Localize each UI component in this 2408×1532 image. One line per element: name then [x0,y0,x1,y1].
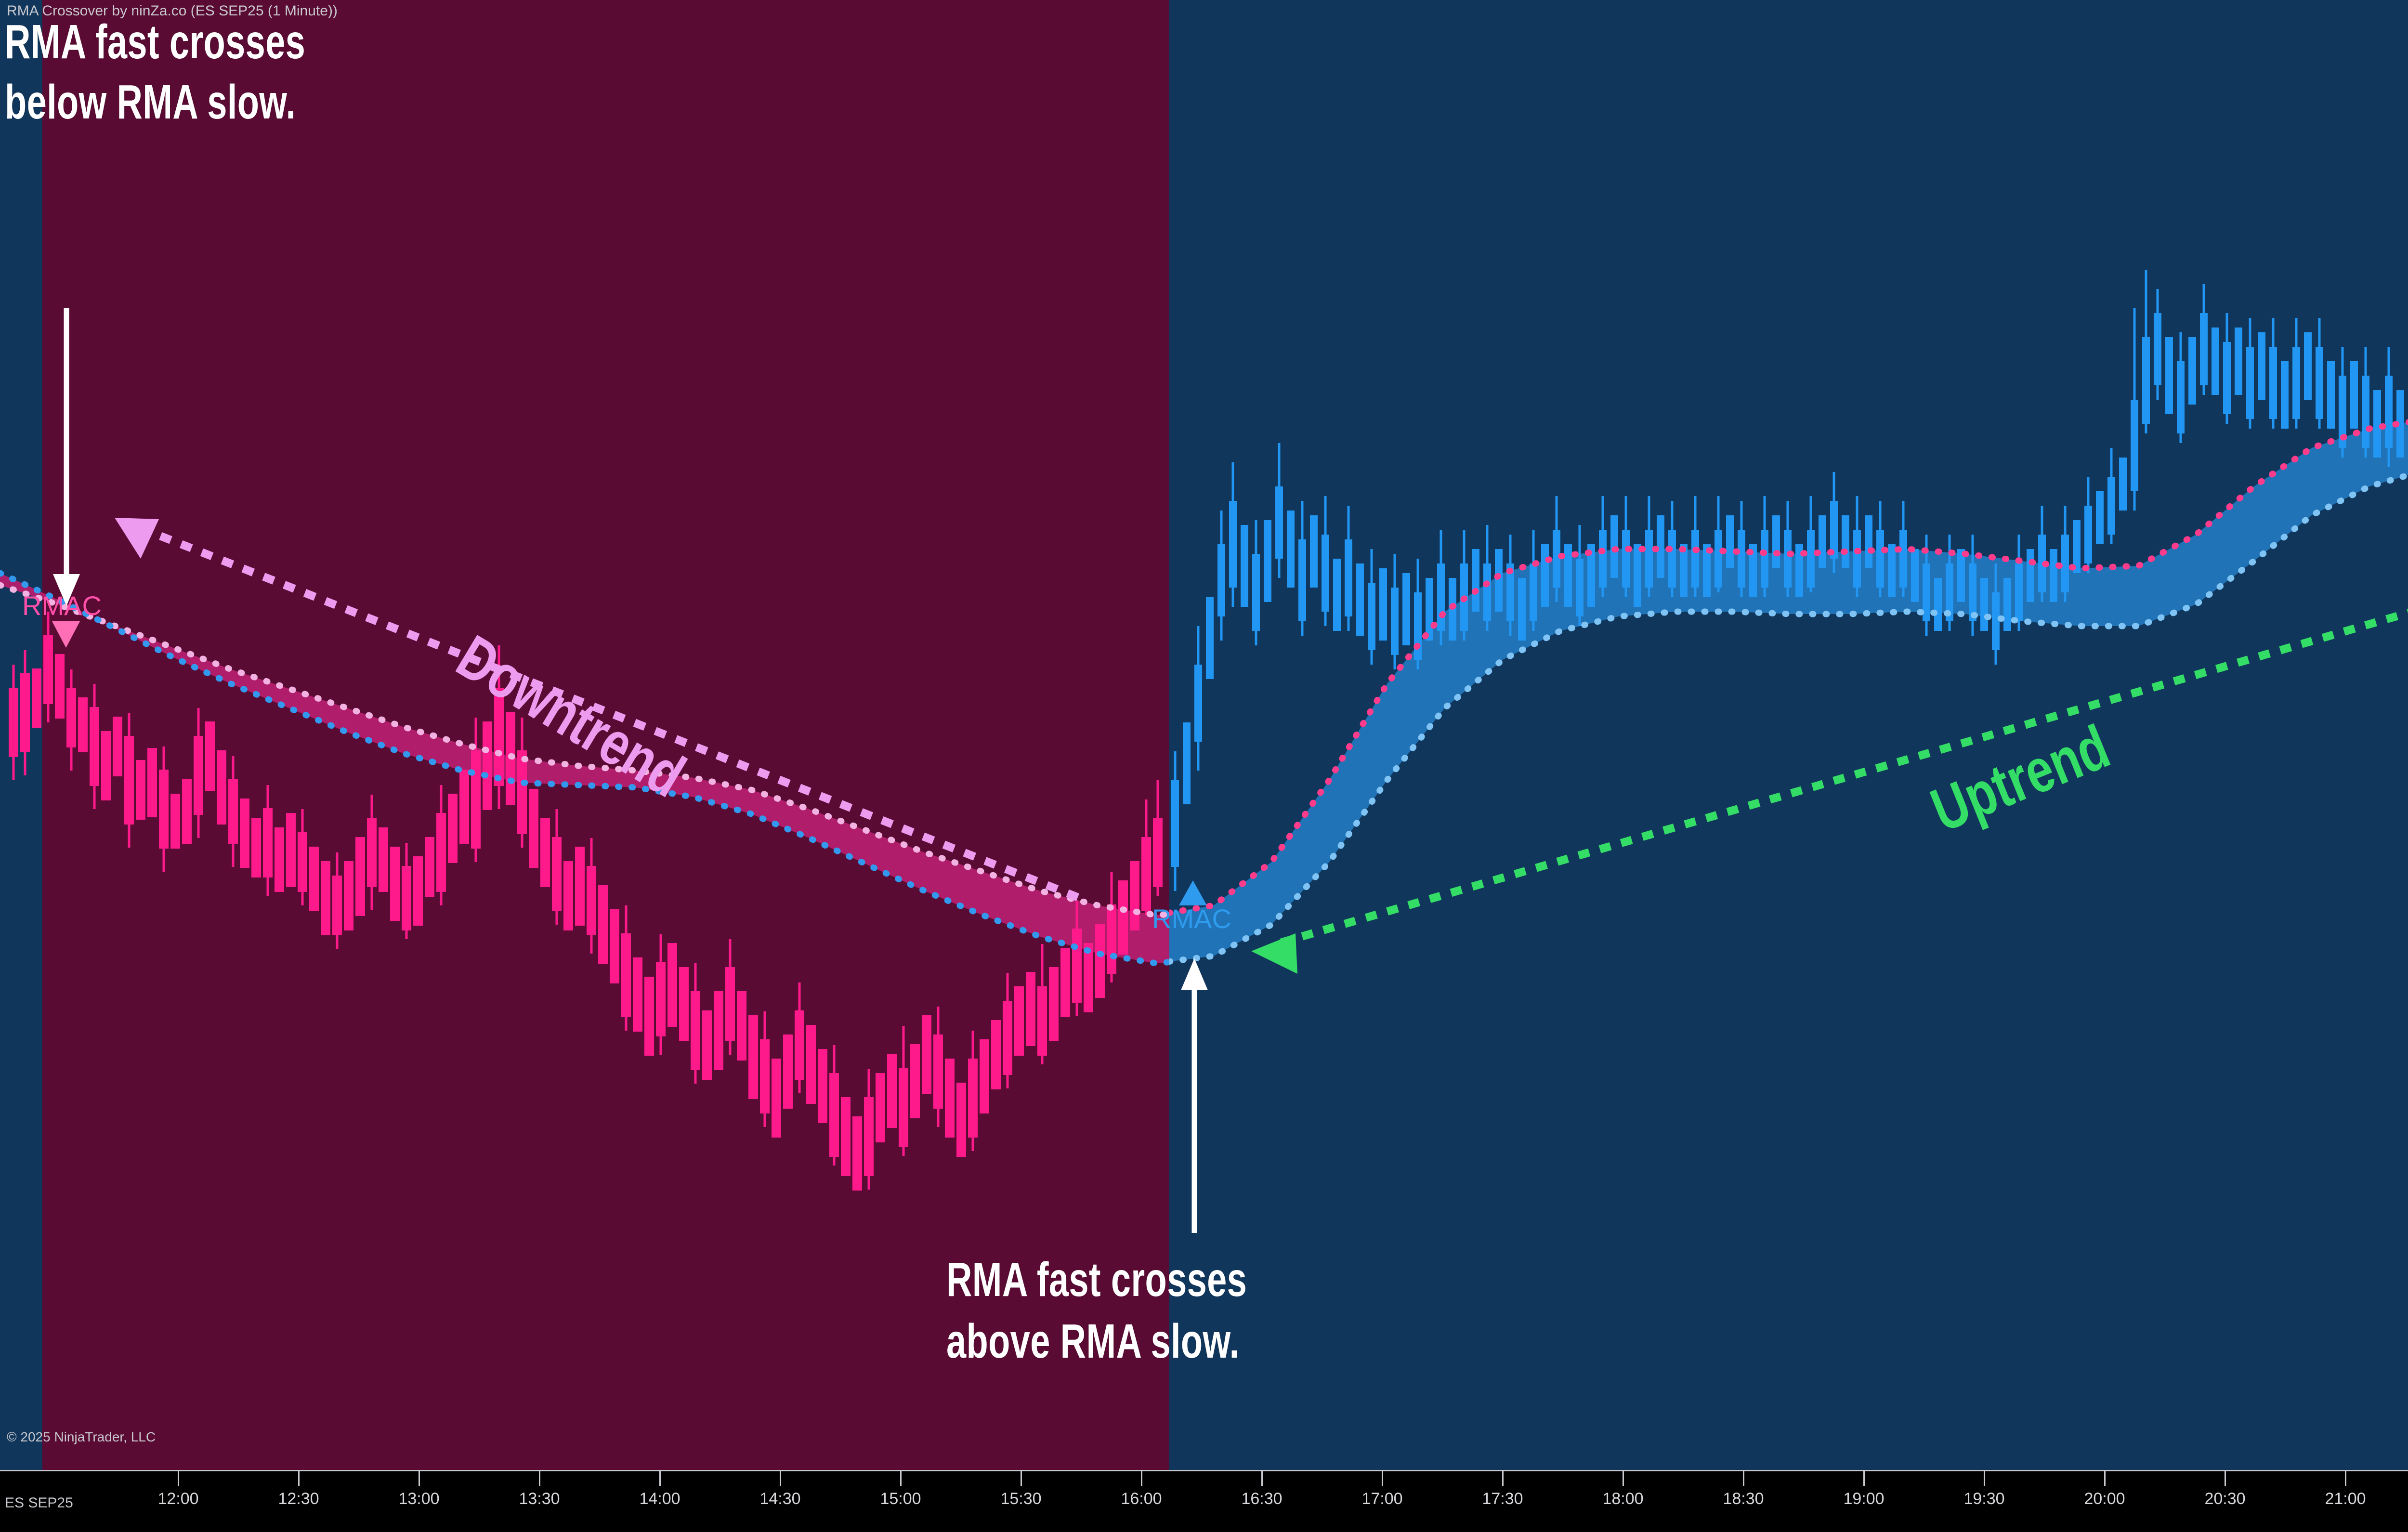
time-tick-dash [1141,1471,1142,1486]
time-tick-dash [1743,1471,1744,1486]
time-tick-dash [298,1471,300,1486]
annotation-overlay-svg [53,308,2408,1233]
time-tick-dash [1863,1471,1865,1486]
time-tick-dash [2225,1471,2226,1486]
time-tick-label: 18:00 [1602,1490,1644,1508]
time-tick-dash [2104,1471,2106,1486]
top-annotation-line2: below RMA slow. [5,75,296,129]
chart-title: RMA Crossover by ninZa.co (ES SEP25 (1 M… [7,3,338,19]
time-tick-dash [2345,1471,2346,1486]
bullish-signal-label: RMAC [1152,903,1231,934]
rma-slow-line-uptrend [1169,419,2408,916]
time-tick-label: 16:30 [1241,1490,1283,1508]
time-tick-label: 13:00 [398,1490,440,1508]
rma-band-fill-downtrend [0,573,1169,963]
time-tick-label: 19:00 [1843,1490,1885,1508]
time-tick-dash [178,1471,179,1486]
time-tick-dash [1382,1471,1383,1486]
time-tick-dash [900,1471,902,1486]
zone-downtrend [42,0,1169,1470]
time-tick-dash [539,1471,540,1486]
bearish-signal-label: RMAC [22,590,102,621]
time-tick-dash [1623,1471,1624,1486]
time-tick-dash [780,1471,781,1486]
time-tick-dash [659,1471,661,1486]
rma-slow-line-downtrend [0,582,1169,918]
time-tick-label: 20:30 [2204,1490,2246,1508]
time-tick-label: 15:30 [1000,1490,1042,1508]
copyright-notice: © 2025 NinjaTrader, LLC [7,1429,156,1444]
price-series-svg [0,270,2408,1191]
rma-band-fill-uptrend [1169,422,2408,962]
time-tick-label: 19:30 [1963,1490,2005,1508]
uptrend-arrow [1251,608,2408,974]
bottom-annotation-pointer [1181,958,1208,1233]
bottom-annotation-line1: RMA fast crosses [946,1253,1247,1307]
time-tick-dash [419,1471,420,1486]
time-axis[interactable]: 12:00 12:30 13:00 13:30 14:00 14:30 15:00 15:30… [0,1470,2408,1532]
top-annotation-line1: RMA fast crosses [5,15,306,69]
bearish-signal-triangle [52,621,80,648]
top-annotation-pointer [53,308,80,606]
rma-fast-line-downtrend [0,570,1169,967]
time-tick-label: 14:30 [759,1490,801,1508]
axis-instrument-label: ES SEP25 [5,1495,73,1511]
time-tick-label: 13:30 [519,1490,560,1508]
time-tick-dash [1502,1471,1504,1486]
time-tick-label: 12:30 [278,1490,319,1508]
time-tick-label: 21:00 [2325,1490,2366,1508]
time-tick-label: 16:00 [1121,1490,1162,1508]
time-tick-label: 18:30 [1723,1490,1764,1508]
bottom-annotation-line2: above RMA slow. [946,1314,1240,1368]
bullish-signal-triangle [1179,880,1207,905]
time-tick-label: 14:00 [639,1490,681,1508]
time-tick-dash [1261,1471,1263,1486]
time-tick-label: 17:00 [1361,1490,1403,1508]
time-tick-label: 20:00 [2084,1490,2125,1508]
time-tick-label: 15:00 [880,1490,921,1508]
time-tick-dash [1984,1471,1985,1486]
time-tick-dash [1021,1471,1022,1486]
chart-plot-area[interactable]: RMAC RMAC Downtrend Uptrend RMA fast cro… [0,0,2408,1470]
downtrend-arrow [115,518,1080,902]
time-tick-label: 17:30 [1482,1490,1523,1508]
time-tick-label: 12:00 [157,1490,199,1508]
